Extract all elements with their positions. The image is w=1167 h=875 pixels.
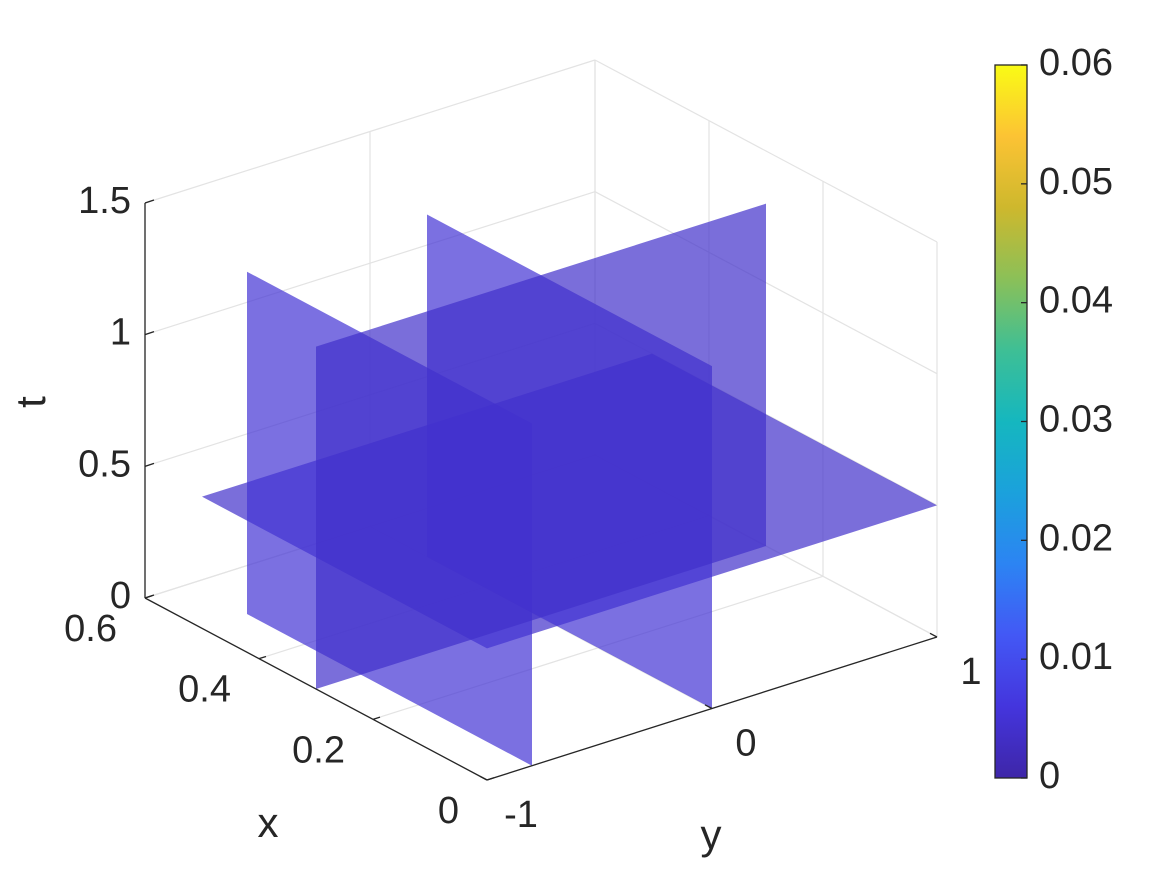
- z-tick: [144, 594, 155, 599]
- y-tick-label: 1: [960, 651, 981, 693]
- colorbar-tick-label: 0.01: [1039, 636, 1113, 678]
- colorbar-tick-label: 0.03: [1039, 399, 1113, 441]
- z-tick: [144, 462, 155, 467]
- z-tick-label: 1: [110, 312, 131, 354]
- colorbar-tick-label: 0.05: [1039, 161, 1113, 203]
- x-axis: [144, 597, 488, 781]
- colorbar-tick-label: 0.06: [1039, 42, 1113, 84]
- z-axis-label: t: [7, 396, 54, 408]
- z-tick-label: 0.5: [78, 443, 131, 485]
- z-tick: [144, 199, 155, 204]
- y-tick: [704, 704, 713, 710]
- x-tick-label: 0.2: [292, 729, 345, 771]
- z-tick: [144, 331, 155, 336]
- z-tick-label: 0: [110, 575, 131, 617]
- y-tick: [479, 775, 488, 781]
- x-tick: [372, 716, 381, 720]
- slice-plane: [316, 203, 766, 689]
- x-tick: [486, 777, 495, 781]
- colorbar-tick-label: 0.02: [1039, 517, 1113, 559]
- y-tick-label: -1: [504, 794, 538, 836]
- x-tick-label: 0.6: [64, 608, 117, 650]
- x-tick: [258, 655, 267, 660]
- colorbar-tick-label: 0.04: [1039, 280, 1113, 322]
- colorbar-tick-label: 0: [1039, 755, 1060, 797]
- grid-line: [594, 59, 938, 243]
- z-tick-label: 1.5: [78, 180, 131, 222]
- x-tick-label: 0: [438, 790, 459, 832]
- x-tick-label: 0.4: [178, 669, 231, 711]
- y-axis-label: y: [701, 811, 722, 858]
- y-tick: [929, 632, 938, 638]
- y-tick-label: 0: [735, 723, 756, 765]
- x-axis-label: x: [258, 799, 279, 846]
